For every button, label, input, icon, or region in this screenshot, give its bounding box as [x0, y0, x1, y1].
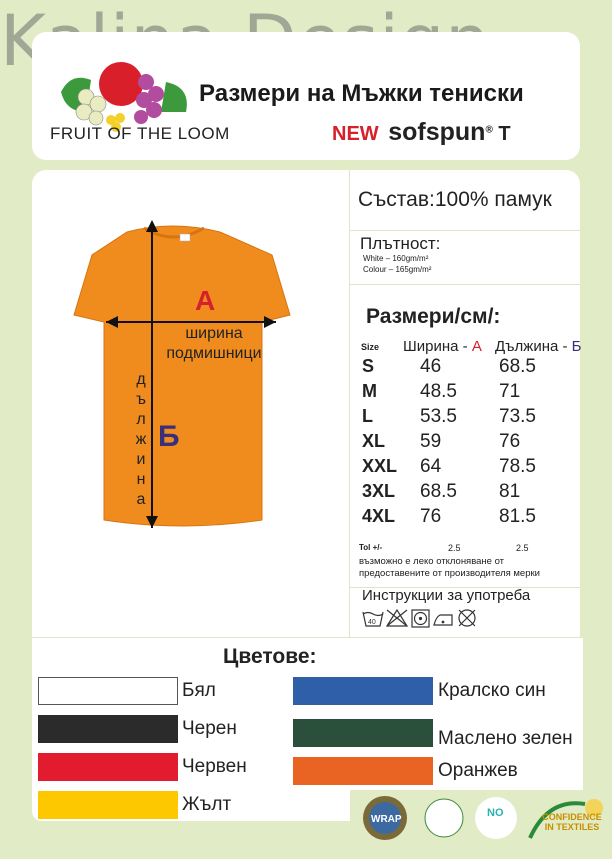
wrap-logo: WRAP: [363, 796, 407, 840]
size-length: 81: [499, 481, 521, 502]
size-row: XXL 64 78.5: [362, 456, 572, 480]
product-line: NEW sofspun® T: [332, 118, 511, 146]
size-row: S 46 68.5: [362, 356, 572, 380]
care-title: Инструкции за употреба: [362, 587, 531, 604]
label-b: Б: [158, 420, 180, 453]
no-dry-clean-icon: [458, 609, 476, 627]
new-label: NEW: [332, 123, 379, 145]
size-name: XL: [362, 431, 386, 451]
tshirt-shape: [73, 225, 291, 527]
tshirt-diagram: [73, 220, 291, 528]
brand-name: FRUIT OF THE LOOM: [50, 124, 230, 143]
col-width: Ширина - А: [403, 338, 482, 355]
size-length: 81.5: [499, 506, 536, 527]
color-name: Маслено зелен: [438, 728, 573, 749]
density-title: Плътност:: [360, 234, 441, 253]
density-white: White – 160gm/m²: [363, 254, 429, 263]
size-name: 4XL: [362, 506, 396, 526]
col-width-label: Ширина -: [403, 338, 472, 355]
label-a: A: [195, 285, 216, 316]
wash-temp: 40: [368, 619, 376, 626]
size-name: XXL: [362, 456, 398, 476]
color-name: Кралско син: [438, 680, 546, 701]
color-name: Оранжев: [438, 760, 518, 781]
width-label: ширина подмишници: [166, 325, 262, 362]
color-name: Жълт: [182, 794, 232, 815]
size-width: 59: [420, 431, 442, 452]
product-suffix: T: [498, 123, 511, 145]
iron-low-icon: [433, 614, 453, 626]
col-length-label: Дължина -: [495, 338, 572, 355]
size-name: M: [362, 381, 377, 401]
size-row: XL 59 76: [362, 431, 572, 455]
size-name: 3XL: [362, 481, 396, 501]
wash-40-icon: 40: [362, 611, 384, 627]
size-length: 78.5: [499, 456, 536, 477]
size-width: 76: [420, 506, 442, 527]
col-width-mark: А: [471, 338, 482, 355]
color-swatch: [38, 677, 178, 705]
tol-length: 2.5: [516, 543, 529, 553]
certification-logos: WRAP NO: [363, 796, 603, 840]
size-name: S: [362, 356, 375, 376]
size-length: 73.5: [499, 406, 536, 427]
tol-width: 2.5: [448, 543, 461, 553]
colors-title: Цветове:: [223, 645, 317, 668]
no-bleach-icon: [385, 608, 409, 627]
size-length: 76: [499, 431, 521, 452]
color-name: Черен: [182, 718, 237, 739]
size-row: M 48.5 71: [362, 381, 572, 405]
col-length-mark: Б: [571, 338, 582, 355]
color-swatch: [38, 715, 178, 743]
size-row: L 53.5 73.5: [362, 406, 572, 430]
tolerance-note: възможно е леко отклоняване от предостав…: [359, 556, 540, 579]
size-width: 46: [420, 356, 442, 377]
density-colour: Colour – 165gm/m²: [363, 265, 432, 274]
circle-logo: [424, 798, 464, 838]
care-icons: 40: [362, 608, 476, 628]
product-name: sofspun: [388, 118, 486, 146]
size-width: 53.5: [420, 406, 457, 427]
page-title: Размери на Мъжки тениски: [199, 80, 524, 107]
size-width: 48.5: [420, 381, 457, 402]
size-width: 68.5: [420, 481, 457, 502]
size-row: 3XL 68.5 81: [362, 481, 572, 505]
col-length: Дължина - Б: [495, 338, 582, 355]
col-size: Size: [361, 342, 380, 352]
confidence-in-textiles-logo: [528, 799, 603, 839]
size-length: 68.5: [499, 356, 536, 377]
color-name: Червен: [182, 756, 247, 777]
color-swatch: [38, 791, 178, 819]
color-swatch: [38, 753, 178, 781]
size-length: 71: [499, 381, 521, 402]
color-name: Бял: [182, 680, 216, 701]
length-label: дължина: [135, 371, 147, 508]
color-swatch: [293, 757, 433, 785]
fruit-logo: [61, 62, 187, 132]
sizes-title: Размери/см/:: [366, 305, 501, 328]
tol-label: Tol +/-: [359, 543, 383, 552]
size-row: 4XL 76 81.5: [362, 506, 572, 530]
size-width: 64: [420, 456, 442, 477]
tumble-dry-icon: [411, 609, 430, 628]
size-name: L: [362, 406, 373, 426]
no-child-text: NO: [487, 807, 504, 819]
header-card: FRUIT OF THE LOOM Размери на Мъжки тенис…: [32, 32, 580, 160]
color-swatch: [293, 719, 433, 747]
wrap-text: WRAP: [371, 814, 402, 825]
composition: Състав:100% памук: [358, 188, 552, 211]
color-swatch: [293, 677, 433, 705]
confidence-text: CONFIDENCE IN TEXTILES: [542, 812, 602, 832]
no-child-labour-logo: NO: [475, 797, 517, 839]
